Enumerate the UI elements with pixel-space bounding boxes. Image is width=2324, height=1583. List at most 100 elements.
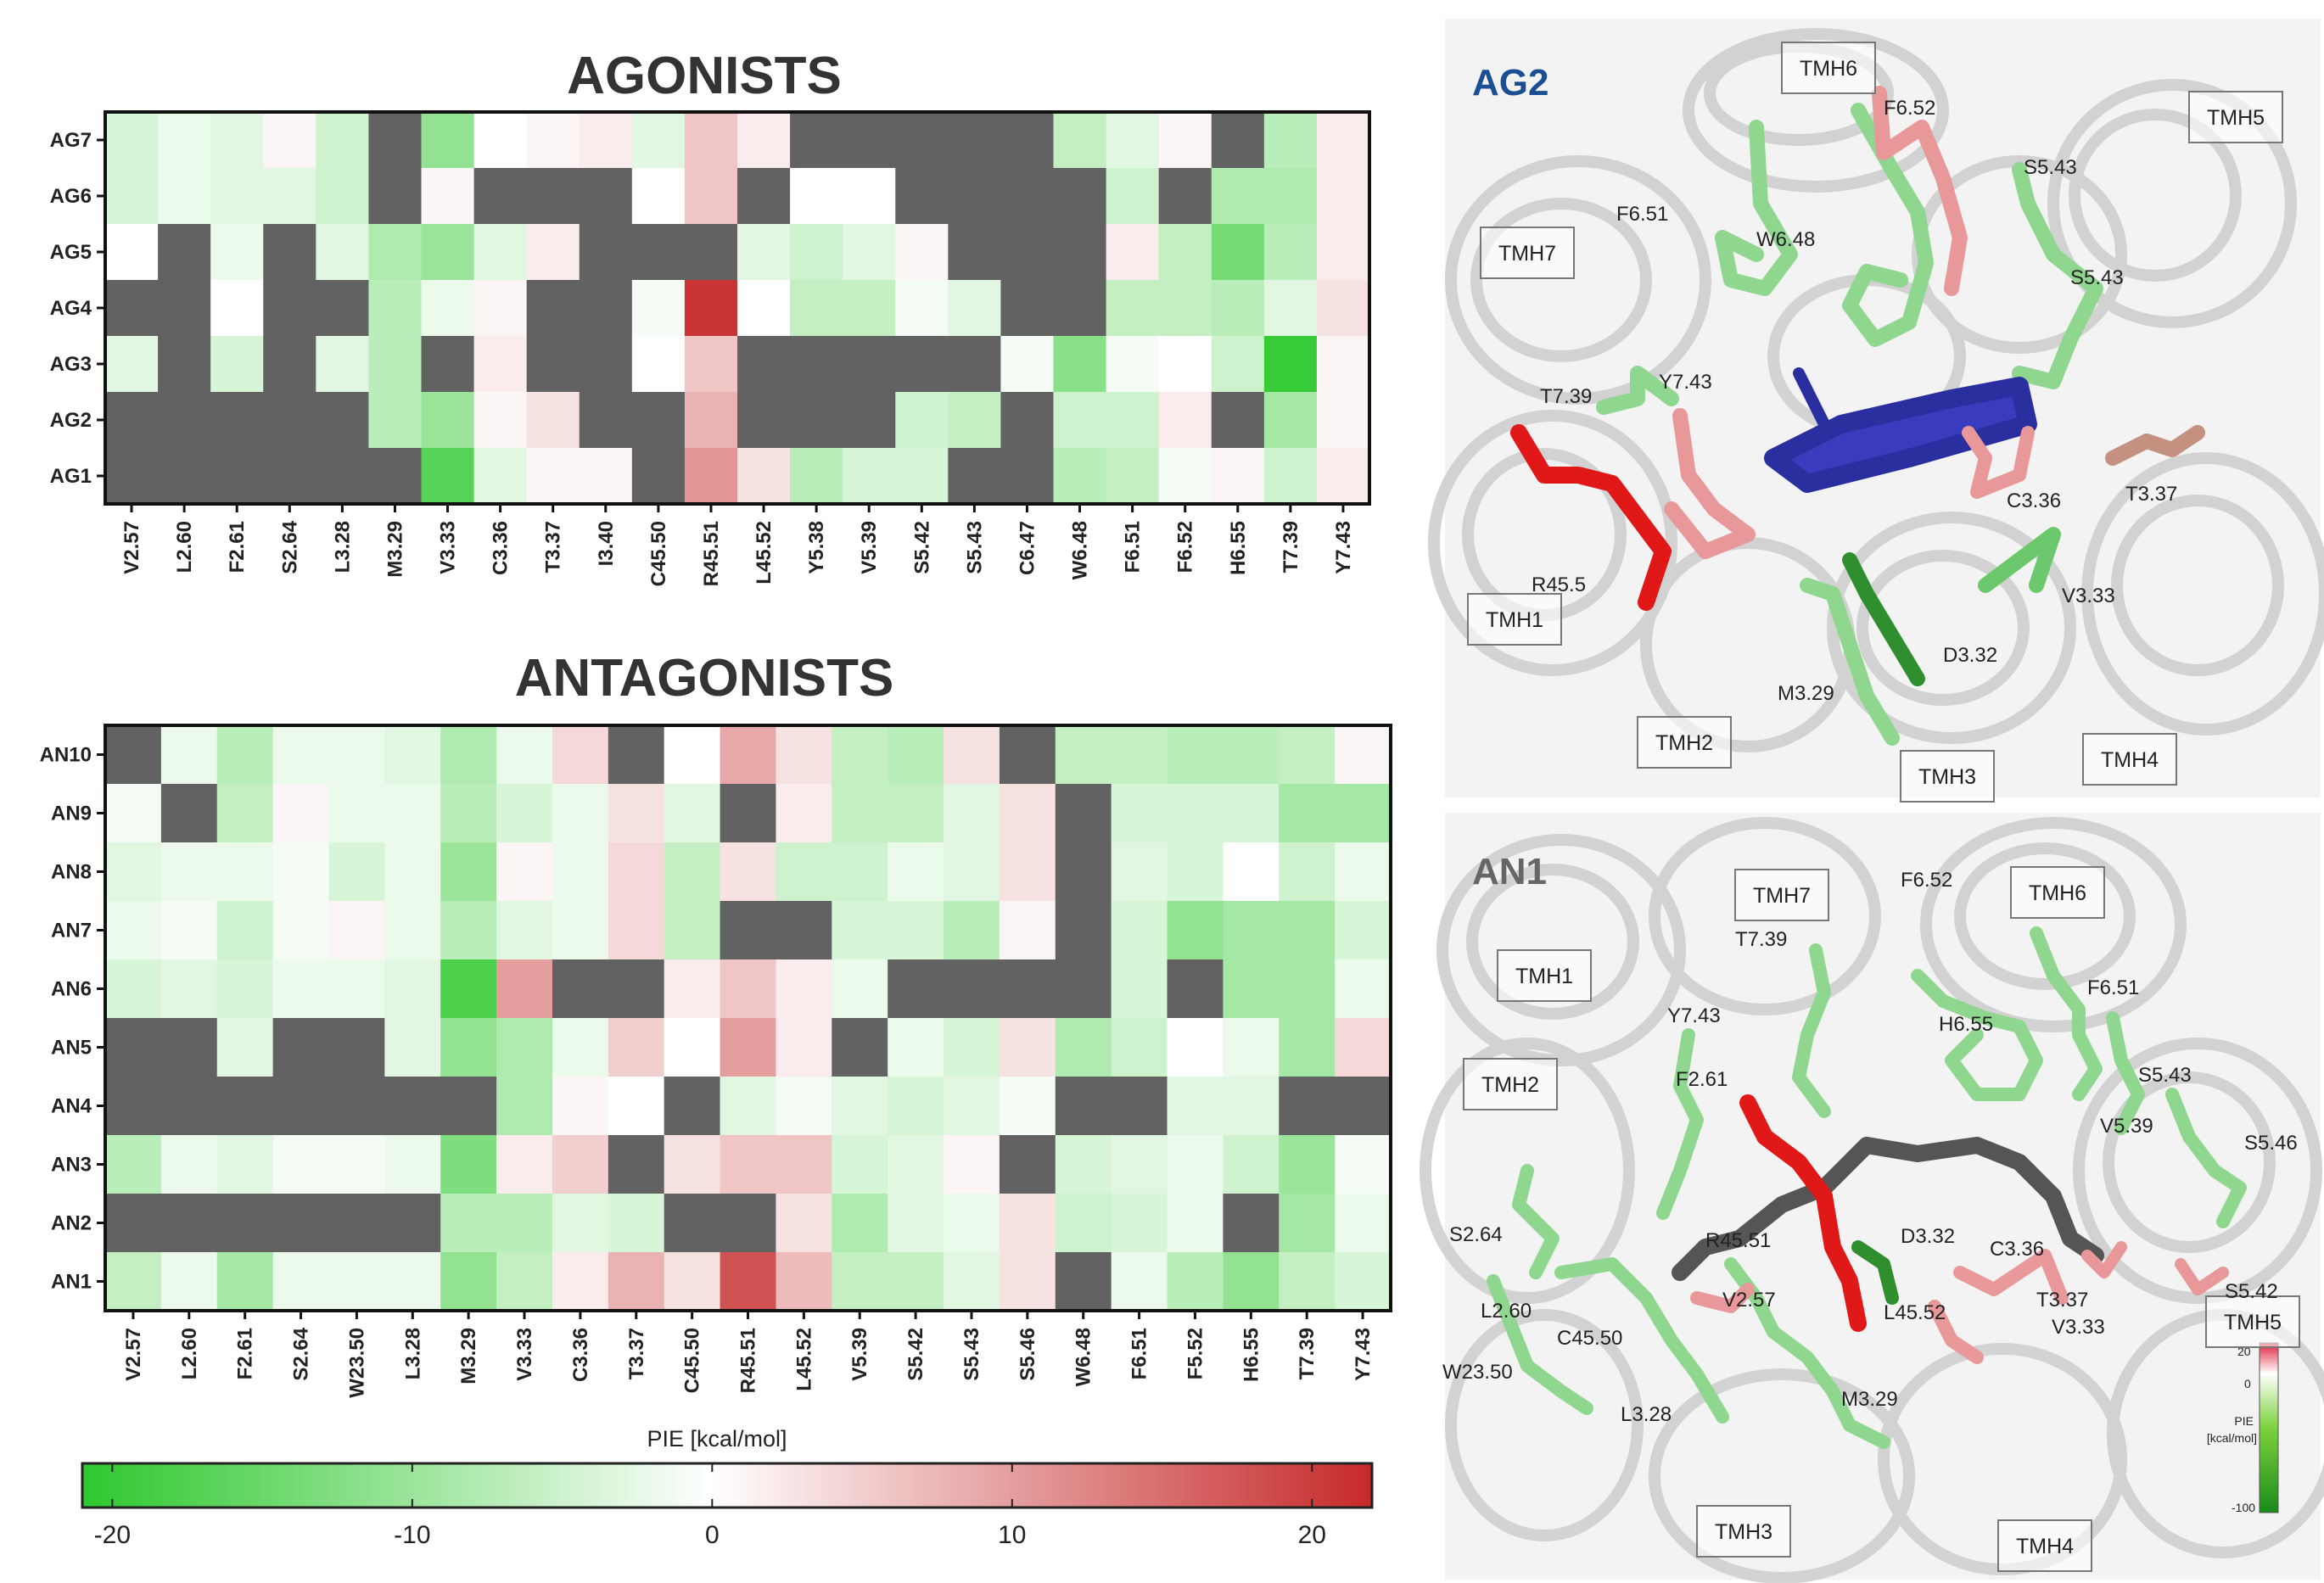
row-label: AN8 — [51, 861, 92, 884]
mini-colorbar-label-1: PIE — [2234, 1414, 2254, 1428]
heatmap-cell — [944, 725, 1000, 785]
heatmap-cell — [1223, 1077, 1280, 1136]
heatmap-cell — [832, 784, 888, 843]
heatmap-cell — [664, 901, 721, 960]
heatmap-cell — [1211, 448, 1265, 505]
heatmap-cell — [1055, 842, 1112, 902]
heatmap-cell — [1279, 959, 1336, 1019]
helix-label: TMH4 — [2101, 748, 2159, 772]
heatmap-cell — [631, 448, 686, 505]
heatmap-cell — [579, 224, 633, 281]
heatmap-cell — [720, 1194, 777, 1253]
heatmap-cell — [664, 725, 721, 785]
column-label: W23.50 — [345, 1328, 368, 1398]
heatmap-cell — [263, 448, 316, 505]
heatmap-cell — [316, 336, 370, 393]
heatmap-cell — [328, 1194, 385, 1253]
heatmap-cell — [664, 1018, 721, 1077]
heatmap-cell — [552, 959, 609, 1019]
heatmap-cell — [210, 112, 264, 169]
heatmap-cell — [1316, 112, 1370, 169]
heatmap-cell — [608, 725, 665, 785]
heatmap-cell — [720, 1018, 777, 1077]
heatmap-cell — [328, 1252, 385, 1312]
heatmap-cell — [440, 1252, 497, 1312]
heatmap-cell — [272, 842, 330, 902]
heatmap-cell — [1158, 392, 1212, 449]
column-label: H6.55 — [1227, 521, 1250, 575]
heatmap-cell — [608, 1018, 665, 1077]
heatmap-cell — [105, 842, 162, 902]
heatmap-cell — [105, 392, 159, 449]
heatmap-cell — [384, 725, 441, 785]
colorbar-tick-label: 10 — [998, 1521, 1026, 1549]
residue-label: V5.39 — [2100, 1115, 2153, 1138]
heatmap-cell — [631, 224, 686, 281]
heatmap-cell — [999, 959, 1056, 1019]
heatmap-cell — [1000, 168, 1055, 225]
heatmap-cell — [1167, 1194, 1224, 1253]
heatmap-cell — [216, 1252, 274, 1312]
heatmap-cell — [440, 901, 497, 960]
row-label: AN4 — [51, 1095, 92, 1118]
residue-label: F2.61 — [1676, 1068, 1728, 1091]
heatmap-cell — [473, 448, 528, 505]
residue-label: M3.29 — [1778, 682, 1834, 705]
residue-label: S5.43 — [2024, 156, 2077, 179]
column-label: F6.51 — [1122, 521, 1145, 573]
heatmap-cell — [160, 784, 218, 843]
heatmap-cell — [999, 1135, 1056, 1194]
heatmap-cell — [1111, 725, 1168, 785]
heatmap-cell — [1263, 224, 1318, 281]
column-label: S2.64 — [290, 1327, 313, 1380]
heatmap-cell — [1335, 784, 1392, 843]
column-label: L45.52 — [792, 1328, 815, 1391]
heatmap-cell — [720, 1077, 777, 1136]
residue-label: C3.36 — [2007, 489, 2061, 512]
heatmap-cell — [440, 959, 497, 1019]
heatmap-cell — [832, 842, 888, 902]
heatmap-cell — [776, 725, 832, 785]
heatmap-cell — [210, 224, 264, 281]
heatmap-cell — [1335, 1194, 1392, 1253]
heatmap-cell — [216, 842, 274, 902]
heatmap-cell — [1111, 1077, 1168, 1136]
heatmap-cell — [579, 112, 633, 169]
heatmap-cell — [832, 1194, 888, 1253]
column-label: V2.57 — [122, 1328, 145, 1381]
heatmap-cell — [948, 448, 1002, 505]
column-label: F5.52 — [1184, 1328, 1207, 1379]
heatmap-cell — [272, 1252, 330, 1312]
column-label: S5.43 — [960, 1328, 983, 1381]
structure-labels: TMH6 TMH5 TMH7 TMH1 TMH2 TMH3 TMH4 F6.52 S5.43 F6… — [1442, 42, 2300, 1572]
heatmap-cell — [473, 112, 528, 169]
heatmap-cell — [1223, 1252, 1280, 1312]
heatmap-cell — [1335, 1018, 1392, 1077]
column-label: S2.64 — [278, 520, 301, 573]
heatmap-cell — [737, 392, 791, 449]
heatmap-cell — [216, 1135, 274, 1194]
heatmap-cell — [1055, 959, 1112, 1019]
residue-label: F6.52 — [1901, 869, 1952, 892]
heatmap-cell — [684, 168, 738, 225]
heatmap-cell — [526, 112, 580, 169]
helix-label: TMH3 — [1918, 765, 1976, 789]
heatmap-cell — [1053, 392, 1107, 449]
column-label: T3.37 — [625, 1328, 648, 1379]
heatmap-cell — [316, 392, 370, 449]
column-label: W6.48 — [1069, 521, 1092, 579]
residue-label: L2.60 — [1481, 1300, 1532, 1323]
heatmap-cell — [1263, 280, 1318, 337]
heatmap-cell — [440, 725, 497, 785]
heatmap-cell — [999, 1194, 1056, 1253]
heatmap-cell — [790, 280, 843, 337]
residue-label: S2.64 — [1449, 1223, 1503, 1246]
heatmap-cell — [1111, 901, 1168, 960]
heatmap-cell — [1106, 280, 1160, 337]
heatmap-cell — [832, 1135, 888, 1194]
helix-label: TMH7 — [1498, 242, 1556, 266]
heatmap-cell — [664, 784, 721, 843]
structure-panel-an1: AN1 20 0 -100 PIE [kcal/mol] — [1420, 813, 2324, 1583]
heatmap-cell — [328, 1077, 385, 1136]
heatmap-cell — [440, 784, 497, 843]
